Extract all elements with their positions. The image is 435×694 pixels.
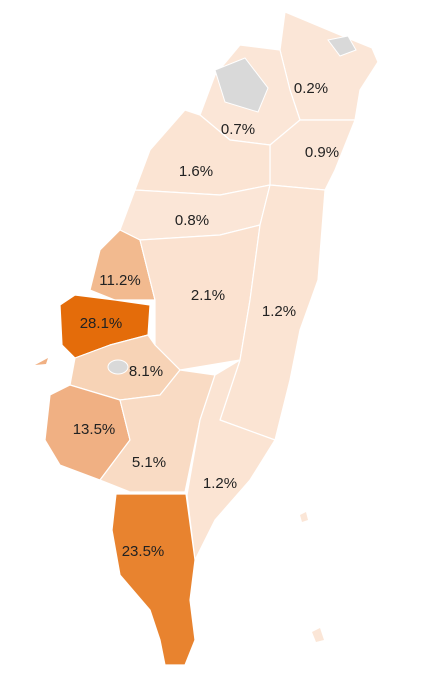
region — [219, 184, 326, 441]
region — [111, 493, 196, 666]
region-label: 1.2% — [262, 303, 296, 320]
region-label: 23.5% — [122, 543, 165, 560]
region-label: 1.2% — [203, 475, 237, 492]
region-label: 0.8% — [175, 212, 209, 229]
no-data-areas — [35, 35, 357, 642]
region-label: 11.2% — [99, 272, 140, 289]
region-label: 0.2% — [294, 80, 328, 97]
region-label: 8.1% — [129, 363, 163, 380]
islet — [300, 512, 308, 522]
region-label: 5.1% — [132, 454, 166, 471]
region-label: 2.1% — [191, 287, 225, 304]
region-label: 0.7% — [221, 121, 255, 138]
no-data-area — [327, 35, 357, 57]
regions — [44, 11, 379, 666]
region-label: 13.5% — [73, 421, 116, 438]
region-label: 1.6% — [179, 163, 213, 180]
labels: 0.2% 0.7% 0.9% 1.6% 0.8% 11.2% 2.1% 1.2% 28.1% 8.… — [73, 80, 339, 560]
islet — [312, 628, 324, 642]
region — [99, 369, 216, 493]
region — [186, 359, 276, 561]
region-label: 28.1% — [80, 315, 123, 332]
region-label: 0.9% — [305, 144, 339, 161]
islet — [35, 358, 48, 365]
no-data-area — [107, 359, 129, 375]
no-data-area — [214, 57, 269, 113]
